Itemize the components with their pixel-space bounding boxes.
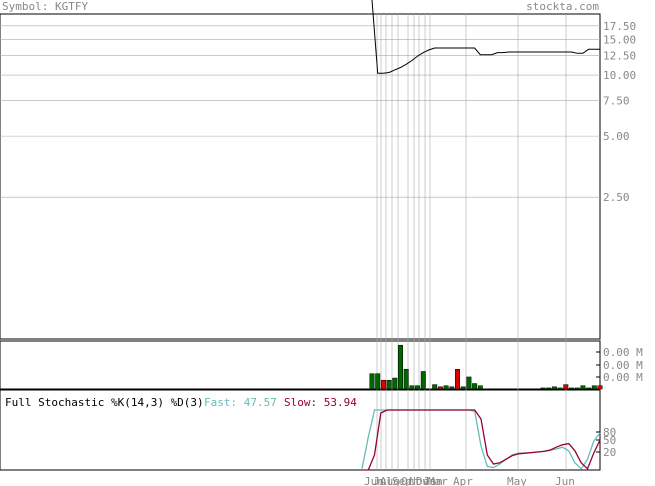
volume-bar <box>557 387 563 390</box>
date-tick-label: Oct <box>401 475 421 486</box>
volume-bar <box>563 384 569 390</box>
volume-bar <box>597 385 603 390</box>
date-tick-label: Apr <box>453 475 473 486</box>
stochastic-tick-label: 20 <box>603 446 616 459</box>
volume-tick-label: 0.00 M <box>603 359 643 372</box>
volume-bar <box>466 376 472 390</box>
price-tick-label: 17.50 <box>603 20 636 33</box>
date-tick-label: Mar <box>428 475 448 486</box>
volume-bar <box>380 379 386 390</box>
site-label[interactable]: stockta.com <box>526 0 599 13</box>
date-tick-label: Jun <box>364 475 384 486</box>
stochastic-title: Full Stochastic %K(14,3) %D(3) <box>5 396 204 409</box>
stochastic-tick-label: 80 <box>603 426 616 439</box>
stochastic-panel <box>0 389 601 471</box>
price-tick-label: 10.00 <box>603 69 636 82</box>
volume-bar <box>375 373 381 390</box>
volume-bar <box>460 386 466 390</box>
volume-tick-label: 0.00 M <box>603 346 643 359</box>
price-tick-label: 15.00 <box>603 33 636 46</box>
volume-bar <box>574 387 580 390</box>
volume-bar <box>403 369 409 390</box>
volume-bar <box>409 385 415 390</box>
volume-bar <box>586 387 592 390</box>
fast-value-label: Fast: 47.57 <box>204 396 277 409</box>
volume-panel <box>0 340 601 390</box>
slow-value-label: Slow: 53.94 <box>284 396 357 409</box>
price-tick-label: 12.50 <box>603 49 636 62</box>
volume-bar <box>477 385 483 390</box>
volume-bar <box>449 386 455 390</box>
date-tick-label: Aug <box>380 475 400 486</box>
price-line <box>371 0 600 74</box>
vertical-gridlines <box>376 14 567 470</box>
price-gridlines <box>0 25 600 198</box>
volume-bar <box>392 377 398 390</box>
volume-bar <box>398 344 403 390</box>
date-tick-label: May <box>507 475 527 486</box>
volume-bar <box>369 373 375 390</box>
volume-bar <box>540 387 546 390</box>
date-tick-label: Jan <box>423 475 443 486</box>
volume-bar <box>551 386 557 390</box>
symbol-label: Symbol: KGTFY <box>2 0 89 13</box>
slow-stochastic-line <box>362 409 601 471</box>
volume-bar <box>415 385 421 390</box>
volume-bar <box>580 385 586 390</box>
stochastic-tick-label: 50 <box>603 434 616 447</box>
price-tick-label: 7.50 <box>603 94 630 107</box>
date-tick-label: Jul <box>373 475 393 486</box>
volume-bar <box>420 371 426 390</box>
volume-bar <box>386 379 392 390</box>
price-tick-label: 2.50 <box>603 191 630 204</box>
volume-axis-labels: 0.00 M0.00 M0.00 M <box>596 346 643 384</box>
volume-bar <box>591 385 597 390</box>
volume-tick-label: 0.00 M <box>603 371 643 384</box>
price-tick-label: 5.00 <box>603 130 630 143</box>
date-tick-label: Jun <box>555 475 575 486</box>
volume-bar <box>443 385 449 390</box>
volume-bars <box>369 344 603 390</box>
volume-bar <box>569 387 574 390</box>
volume-bar <box>437 386 443 390</box>
date-tick-label: Nov <box>409 475 429 486</box>
volume-bar <box>432 384 438 390</box>
volume-bar <box>472 383 478 390</box>
volume-bar <box>546 387 552 390</box>
date-tick-label: Sep <box>392 475 412 486</box>
date-tick-label: Dec <box>416 475 436 486</box>
volume-bar <box>455 369 460 390</box>
price-panel <box>0 13 601 340</box>
